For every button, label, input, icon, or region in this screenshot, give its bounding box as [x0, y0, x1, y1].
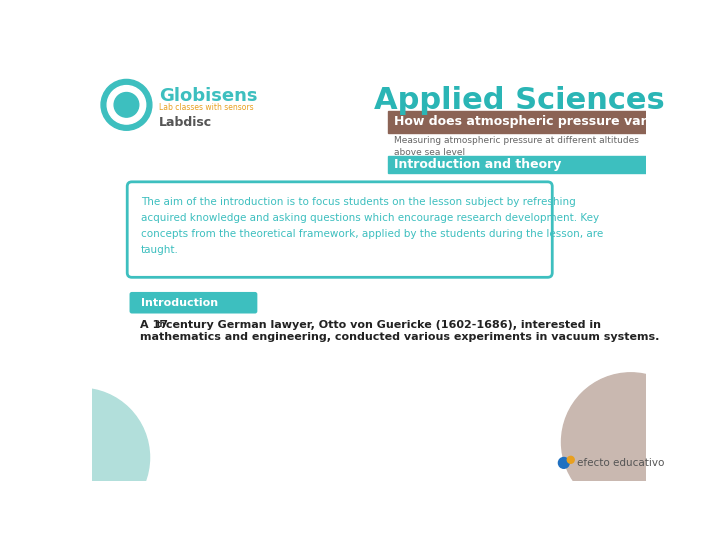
- Circle shape: [114, 92, 139, 117]
- Bar: [388, 111, 647, 132]
- Circle shape: [11, 388, 150, 527]
- Text: How does atmospheric pressure vary?: How does atmospheric pressure vary?: [394, 115, 662, 129]
- Text: century German lawyer, Otto von Guericke (1602-1686), interested in: century German lawyer, Otto von Guericke…: [162, 320, 601, 330]
- Bar: [388, 156, 647, 173]
- Text: A 17: A 17: [140, 320, 168, 330]
- Text: th: th: [157, 320, 166, 329]
- Text: Lab classes with sensors: Lab classes with sensors: [159, 104, 253, 112]
- Text: efecto educativo: efecto educativo: [577, 458, 665, 468]
- Circle shape: [567, 456, 575, 463]
- Text: Labdisc: Labdisc: [159, 116, 212, 129]
- Circle shape: [559, 457, 570, 468]
- Text: Globisens: Globisens: [159, 86, 257, 105]
- Circle shape: [101, 79, 152, 130]
- Text: Introduction: Introduction: [141, 298, 218, 308]
- FancyBboxPatch shape: [127, 182, 552, 278]
- Text: Introduction and theory: Introduction and theory: [394, 158, 561, 171]
- Circle shape: [562, 373, 700, 511]
- Text: Applied Sciences: Applied Sciences: [374, 86, 665, 116]
- Text: mathematics and engineering, conducted various experiments in vacuum systems.: mathematics and engineering, conducted v…: [140, 332, 659, 342]
- Text: Measuring atmospheric pressure at different altitudes
above sea level: Measuring atmospheric pressure at differ…: [394, 136, 639, 157]
- Circle shape: [107, 85, 145, 124]
- FancyBboxPatch shape: [130, 292, 257, 314]
- Text: The aim of the introduction is to focus students on the lesson subject by refres: The aim of the introduction is to focus …: [141, 197, 603, 255]
